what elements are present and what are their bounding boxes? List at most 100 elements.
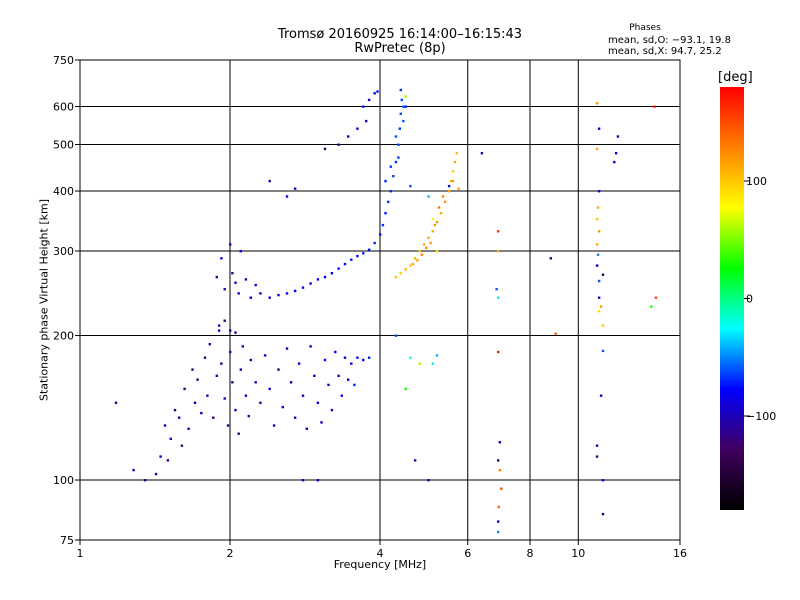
- data-point: [554, 332, 557, 335]
- data-point: [447, 190, 451, 193]
- data-point: [247, 414, 250, 418]
- data-point: [409, 184, 412, 188]
- data-point: [191, 368, 194, 371]
- data-point: [653, 105, 656, 108]
- data-point: [337, 143, 340, 146]
- data-point: [196, 378, 199, 381]
- data-point: [394, 135, 398, 138]
- data-point: [497, 459, 500, 462]
- data-point: [200, 411, 203, 415]
- data-point: [497, 250, 500, 253]
- data-point: [457, 187, 460, 190]
- data-point: [301, 394, 305, 397]
- data-point: [596, 253, 600, 256]
- data-point: [193, 401, 197, 404]
- data-point: [249, 296, 252, 299]
- data-point: [373, 241, 376, 245]
- data-point: [495, 288, 498, 291]
- data-point: [394, 275, 398, 279]
- data-point: [498, 468, 501, 472]
- data-point: [234, 331, 237, 334]
- data-point: [220, 362, 223, 365]
- data-point: [223, 288, 226, 291]
- data-point: [376, 90, 379, 93]
- x-tick-label: 1: [77, 547, 84, 560]
- data-point: [411, 262, 414, 266]
- data-point: [599, 305, 603, 308]
- data-point: [373, 92, 376, 95]
- data-point: [241, 345, 244, 348]
- colorbar-tick-label: 100: [746, 175, 767, 188]
- data-point: [381, 223, 385, 227]
- x-tick-label: 16: [673, 547, 687, 560]
- y-axis-ticks: 75 100 200 300 400 500 600 750: [53, 54, 80, 547]
- data-point: [297, 362, 301, 365]
- data-point: [425, 246, 428, 249]
- data-point: [187, 427, 190, 430]
- data-point: [347, 378, 350, 381]
- data-point: [439, 212, 443, 215]
- data-point: [231, 381, 234, 384]
- data-point: [337, 267, 340, 270]
- data-point: [595, 217, 599, 221]
- data-point: [277, 368, 280, 371]
- data-point: [404, 105, 407, 108]
- x-axis-label: Frequency [MHz]: [333, 558, 427, 571]
- data-point: [367, 356, 371, 359]
- data-point: [114, 401, 118, 404]
- y-tick-label: 500: [53, 139, 74, 152]
- data-point: [356, 254, 359, 258]
- data-point: [343, 262, 347, 266]
- data-point: [437, 206, 441, 209]
- data-point: [277, 293, 280, 297]
- data-point: [293, 187, 297, 190]
- data-point: [206, 394, 209, 397]
- data-point: [402, 105, 405, 108]
- data-point: [387, 200, 390, 204]
- x-axis-ticks: 1 2 4 6 8 10 16: [77, 540, 687, 560]
- phases-o-stats: mean, sd,O: −93.1, 19.8: [608, 35, 731, 46]
- data-point: [435, 354, 439, 357]
- data-point: [500, 487, 503, 490]
- data-point: [163, 424, 167, 427]
- data-point: [497, 520, 500, 523]
- x-tick-label: 4: [377, 547, 384, 560]
- data-point: [223, 397, 226, 400]
- data-point: [427, 195, 430, 198]
- data-point: [285, 292, 289, 295]
- data-point: [334, 350, 337, 354]
- data-point: [416, 259, 419, 262]
- data-point: [272, 424, 276, 427]
- data-point: [379, 233, 382, 236]
- x-tick-label: 6: [464, 547, 471, 560]
- data-point: [237, 292, 240, 295]
- data-point: [595, 264, 599, 267]
- data-point: [435, 220, 439, 224]
- data-point: [183, 387, 186, 391]
- data-point: [166, 459, 170, 462]
- data-point: [597, 127, 601, 130]
- data-point: [239, 368, 242, 371]
- data-point: [650, 305, 653, 308]
- data-point: [350, 258, 353, 261]
- data-point: [431, 230, 434, 233]
- data-point: [215, 275, 218, 279]
- data-point: [601, 349, 605, 353]
- data-point: [320, 421, 323, 424]
- data-point: [281, 405, 284, 409]
- data-point: [234, 408, 237, 412]
- y-tick-label: 200: [53, 330, 74, 343]
- data-point: [422, 243, 426, 246]
- y-tick-label: 750: [53, 54, 74, 67]
- data-point: [397, 143, 400, 146]
- data-point: [367, 248, 371, 251]
- data-point: [654, 296, 658, 299]
- data-point: [397, 156, 400, 159]
- data-point: [217, 329, 221, 332]
- data-point: [404, 268, 407, 271]
- data-point: [597, 190, 601, 193]
- data-point: [427, 236, 430, 239]
- data-point: [330, 272, 334, 275]
- chart-title-line1: Tromsø 20160925 16:14:00–16:15:43: [277, 27, 523, 42]
- data-point: [596, 206, 600, 209]
